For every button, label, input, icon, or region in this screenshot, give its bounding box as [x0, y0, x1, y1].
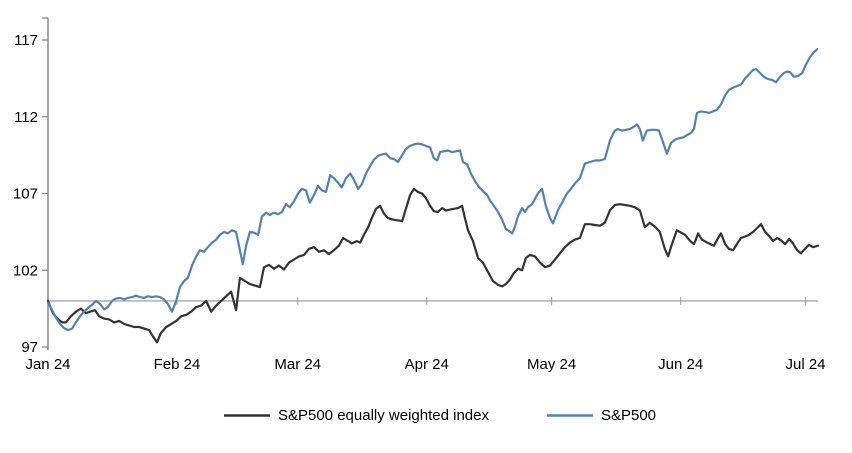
y-tick-label: 102: [13, 262, 38, 279]
y-tick-label: 117: [14, 32, 38, 49]
legend-item-equal-weight: S&P500 equally weighted index: [223, 407, 489, 424]
y-tick-label: 97: [21, 339, 38, 356]
legend-label-sp500: S&P500: [600, 407, 657, 424]
equal-weight-index-line: [46, 187, 820, 344]
x-tick-label: Jan 24: [25, 356, 70, 373]
x-tick-label: Jun 24: [658, 356, 703, 373]
equal-weight-line-swatch: [223, 414, 270, 417]
sp500-line-swatch: [546, 414, 593, 417]
legend-label-equal-weight: S&P500 equally weighted index: [277, 407, 489, 424]
y-tick-label: 107: [13, 186, 38, 203]
y-tick-label: 112: [14, 109, 38, 126]
x-tick-label: Apr 24: [405, 356, 449, 373]
x-tick-label: Feb 24: [154, 356, 201, 373]
x-tick-label: Mar 24: [274, 356, 321, 373]
x-tick-label: May 24: [527, 356, 576, 373]
legend-item-sp500: S&P500: [546, 407, 657, 424]
chart-legend: S&P500 equally weighted index S&P500: [14, 407, 852, 424]
sp500-line: [46, 48, 819, 332]
x-tick-label: Jul 24: [785, 356, 825, 373]
